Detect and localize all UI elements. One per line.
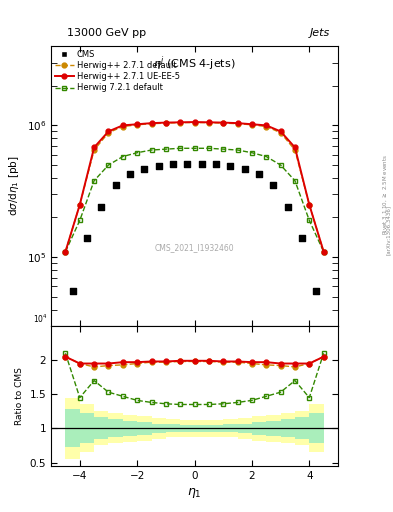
Point [84,234,90,242]
Text: Jets: Jets [310,28,330,38]
Point [141,164,147,173]
Text: 13000 GeV pp: 13000 GeV pp [67,28,146,38]
Point [242,164,248,173]
Point [198,160,205,168]
Text: [arXiv:1306.3436]: [arXiv:1306.3436] [386,205,391,255]
Text: $10^4$: $10^4$ [33,312,48,325]
Point [170,160,176,168]
Point [156,162,162,170]
Point [184,160,191,168]
Text: Rivet 3.1.10, $\geq$ 2.5M events: Rivet 3.1.10, $\geq$ 2.5M events [382,154,389,235]
Point [256,169,262,178]
Point [285,203,291,211]
Point [98,203,105,211]
Point [270,181,277,189]
Point [227,162,233,170]
Text: $\eta^j$ (CMS 4-jets): $\eta^j$ (CMS 4-jets) [153,54,236,73]
Point [213,160,219,168]
Point [299,234,305,242]
Point [313,287,320,295]
Point [70,287,76,295]
Point [112,181,119,189]
Y-axis label: d$\sigma$/d$\eta_1$ [pb]: d$\sigma$/d$\eta_1$ [pb] [7,156,21,216]
Legend: CMS, Herwig++ 2.7.1 default, Herwig++ 2.7.1 UE-EE-5, Herwig 7.2.1 default: CMS, Herwig++ 2.7.1 default, Herwig++ 2.… [53,49,182,94]
X-axis label: $\eta_1$: $\eta_1$ [187,486,202,500]
Y-axis label: Ratio to CMS: Ratio to CMS [15,367,24,425]
Point [127,169,133,178]
Text: CMS_2021_I1932460: CMS_2021_I1932460 [155,243,234,252]
